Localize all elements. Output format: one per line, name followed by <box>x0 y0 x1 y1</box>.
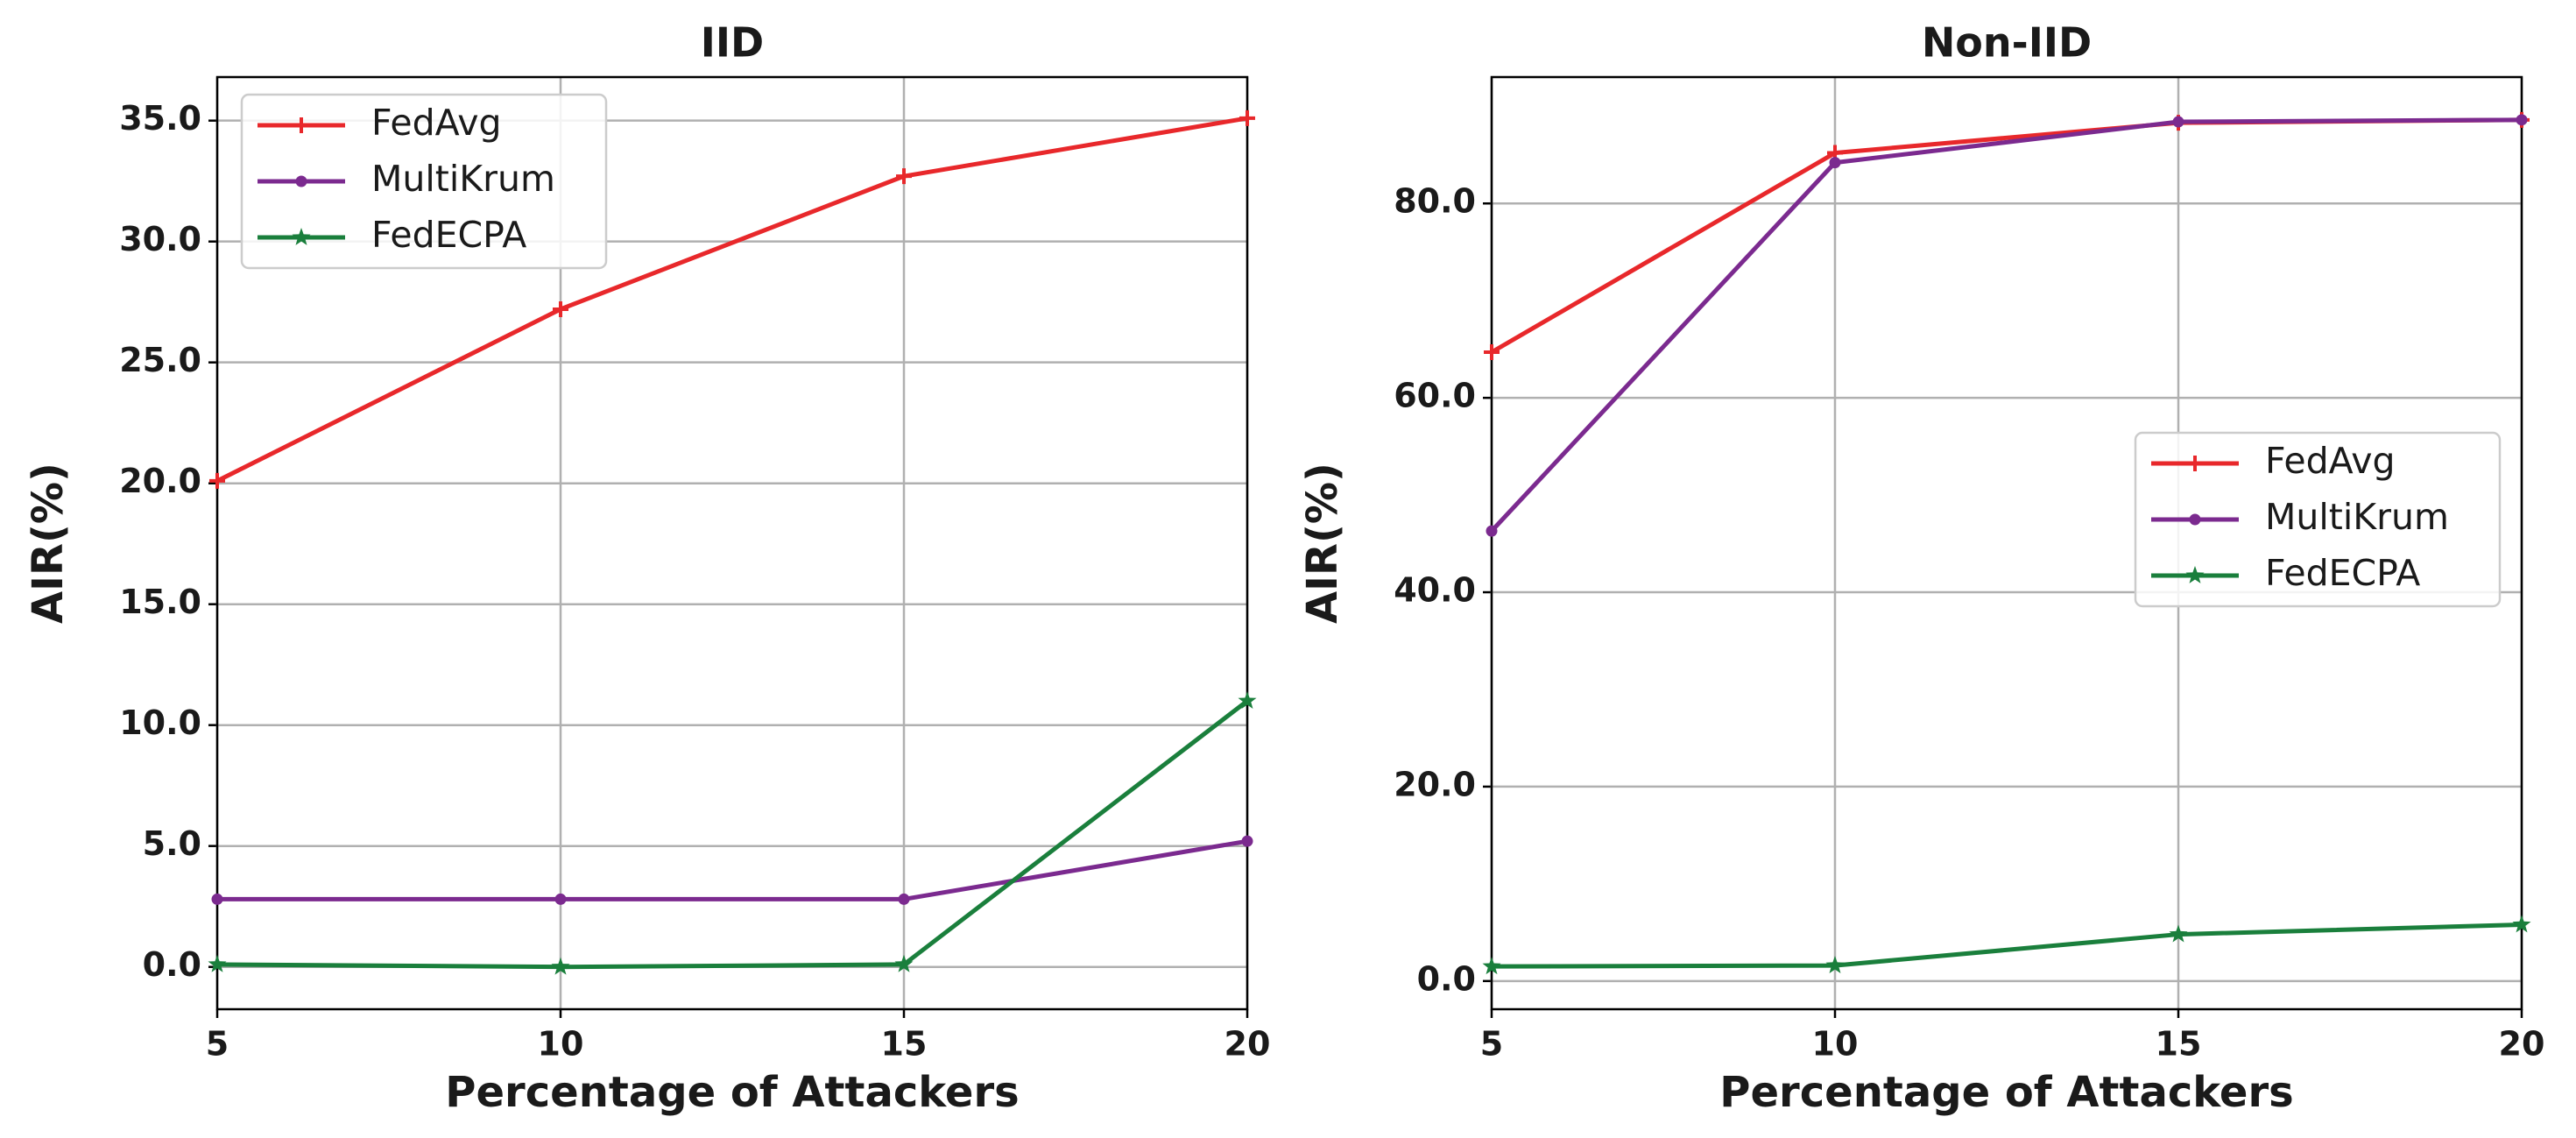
marker <box>894 954 914 972</box>
marker <box>2185 566 2205 583</box>
y-tick-label: 0.0 <box>1417 959 1476 998</box>
marker <box>293 117 309 133</box>
marker <box>554 893 567 905</box>
x-tick-label: 20 <box>2499 1025 2545 1064</box>
marker <box>209 472 225 489</box>
marker <box>295 175 307 187</box>
y-tick-label: 0.0 <box>143 945 201 984</box>
x-tick-label: 10 <box>538 1025 584 1064</box>
legend-box <box>240 93 608 270</box>
marker <box>2169 924 2188 943</box>
marker <box>551 957 570 975</box>
series-line <box>215 116 1248 484</box>
marker <box>2172 116 2184 128</box>
y-tick-label: 35.0 <box>119 99 201 138</box>
series-line <box>216 699 1249 970</box>
y-tick-label: 10.0 <box>119 703 201 742</box>
marker <box>1238 691 1257 709</box>
y-tick-label: 5.0 <box>143 824 201 863</box>
x-tick-label: 5 <box>1480 1025 1503 1064</box>
marker <box>896 168 912 185</box>
x-tick-label: 20 <box>1224 1025 1271 1064</box>
marker <box>208 954 227 972</box>
y-tick-label: 30.0 <box>119 220 201 258</box>
marker <box>1829 157 1841 169</box>
marker <box>1486 525 1498 537</box>
y-tick-label: 25.0 <box>119 341 201 379</box>
y-axis-label: AIR(%) <box>1298 463 1347 624</box>
x-axis-label: Percentage of Attackers <box>1719 1068 2293 1117</box>
chart-title: IID <box>701 19 764 67</box>
marker <box>553 300 568 317</box>
series-line <box>217 838 1248 901</box>
x-tick-label: 15 <box>2156 1025 2202 1064</box>
legend-label: MultiKrum <box>371 158 555 200</box>
y-tick-label: 80.0 <box>1394 182 1476 221</box>
plot-frame <box>1490 75 2523 1011</box>
marker <box>1239 110 1255 126</box>
legend-box <box>2134 431 2502 608</box>
marker <box>1241 835 1253 847</box>
y-tick-label: 40.0 <box>1394 571 1476 610</box>
y-tick-label: 20.0 <box>119 462 201 500</box>
marker <box>898 893 910 905</box>
y-tick-label: 20.0 <box>1394 765 1476 803</box>
x-axis-label: Percentage of Attackers <box>445 1068 1019 1117</box>
marker <box>211 893 223 905</box>
y-tick-label: 15.0 <box>119 583 201 621</box>
marker <box>2187 456 2203 471</box>
series-line <box>1490 117 2523 533</box>
x-tick-label: 5 <box>206 1025 229 1064</box>
legend-label: FedECPA <box>371 214 526 256</box>
legend-label: FedAvg <box>371 102 502 144</box>
marker <box>1825 956 1845 973</box>
x-tick-label: 10 <box>1812 1025 1859 1064</box>
marker <box>292 228 311 245</box>
legend-label: MultiKrum <box>2265 496 2449 538</box>
series-line <box>1491 922 2523 969</box>
y-axis-label: AIR(%) <box>24 463 73 624</box>
marker <box>1482 957 1501 975</box>
marker <box>2189 513 2201 526</box>
marker <box>2516 114 2528 126</box>
plot-frame <box>215 75 1249 1011</box>
marker <box>2512 915 2531 933</box>
legend-label: FedAvg <box>2265 440 2396 482</box>
x-tick-label: 15 <box>881 1025 928 1064</box>
y-tick-label: 60.0 <box>1394 377 1476 415</box>
legend-label: FedECPA <box>2265 552 2420 594</box>
chart-title: Non-IID <box>1922 19 2092 67</box>
series-line <box>1490 117 2523 355</box>
marker <box>1484 343 1500 360</box>
